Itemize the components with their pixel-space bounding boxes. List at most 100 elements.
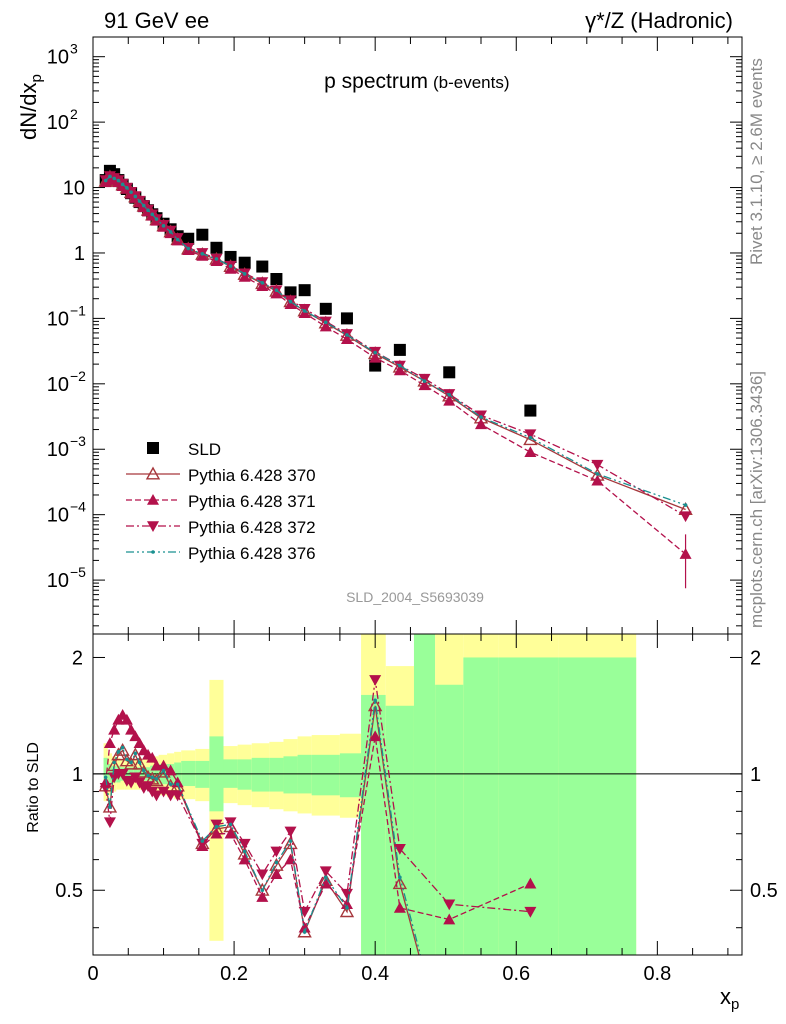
legend-marker (151, 550, 155, 554)
ratio-point-pythia-6-428-371 (125, 723, 138, 735)
main-y-tick-label: 1 (74, 243, 85, 265)
data-point-sld (224, 250, 237, 263)
main-y-tick-label: 10 (47, 47, 69, 69)
ratio-point-pythia-6-428-376 (260, 888, 265, 893)
ratio-point-pythia-6-428-376 (146, 773, 150, 778)
ratio-point-pythia-6-428-370 (132, 756, 147, 770)
site-label: mcplots.cern.ch [arXiv:1306.3436] (747, 371, 766, 628)
ratio-point-pythia-6-428-372 (116, 769, 129, 780)
ratio-y-tick-label-right: 1 (750, 764, 761, 786)
band-green (103, 757, 108, 792)
ratio-point-pythia-6-428-371 (210, 827, 223, 839)
ratio-point-pythia-6-428-372 (340, 888, 353, 900)
data-point-pythia-6-428-376 (186, 246, 191, 251)
ratio-point-pythia-6-428-376 (129, 760, 133, 765)
band-green (558, 657, 637, 955)
ratio-point-pythia-6-428-371 (120, 713, 133, 725)
data-point-pythia-6-428-372 (591, 459, 604, 471)
data-point-pythia-6-428-376 (168, 230, 173, 234)
ratio-point-pythia-6-428-371 (133, 737, 146, 749)
ratio-point-pythia-6-428-372 (142, 781, 155, 793)
ratio-point-pythia-6-428-372 (150, 790, 163, 802)
ratio-x-tick-label: 0.4 (361, 963, 389, 985)
ratio-y-tick-label-right: 0.5 (750, 880, 778, 902)
ratio-point-pythia-6-428-376 (133, 751, 138, 756)
main-ylabel: dN/dx (16, 83, 41, 140)
ratio-point-pythia-6-428-372 (524, 906, 537, 918)
ratio-point-pythia-6-428-370 (156, 764, 171, 778)
ratio-point-pythia-6-428-376 (116, 750, 121, 754)
ratio-point-pythia-6-428-376 (200, 839, 205, 843)
legend-marker (145, 466, 161, 480)
data-point-pythia-6-428-376 (146, 208, 150, 213)
ratio-point-pythia-6-428-370 (339, 904, 355, 918)
data-point-pythia-6-428-376 (323, 320, 328, 325)
data-point-sld (210, 241, 223, 254)
data-point-pythia-6-428-376 (116, 178, 121, 183)
ratio-point-pythia-6-428-371 (146, 751, 159, 763)
ratio-point-pythia-6-428-372 (369, 675, 382, 686)
main-subtitle: (b-events) (433, 73, 510, 92)
ratio-point-pythia-6-428-371 (164, 764, 177, 776)
rivet-label: Rivet 3.1.10, ≥ 2.6M events (747, 58, 766, 265)
ratio-point-pythia-6-428-376 (214, 824, 219, 829)
main-y-tick-exponent: 3 (70, 41, 78, 57)
ratio-point-pythia-6-428-372 (171, 790, 184, 802)
header-energy: 91 GeV ee (104, 8, 209, 33)
data-point-pythia-6-428-376 (150, 212, 155, 217)
data-point-pythia-6-428-376 (133, 194, 138, 199)
series-line-pythia-6-428-372 (105, 175, 686, 517)
ratio-point-pythia-6-428-370 (111, 747, 126, 761)
ratio-point-pythia-6-428-372 (284, 826, 297, 838)
ratio-point-pythia-6-428-371 (270, 868, 283, 880)
ratio-y-tick-label-right: 2 (750, 647, 761, 669)
ratio-x-tick-label: 0.8 (643, 963, 671, 985)
ratio-y-tick-label: 0.5 (55, 880, 83, 902)
data-point-sld (238, 256, 251, 269)
ratio-point-pythia-6-428-371 (256, 891, 269, 902)
data-point-sld (270, 273, 283, 286)
ratio-point-pythia-6-428-371 (171, 776, 184, 788)
ratio-xlabel-main: x (720, 984, 731, 1009)
main-y-tick-exponent: −2 (70, 368, 86, 384)
legend-label: Pythia 6.428 376 (188, 544, 316, 563)
band-green (269, 757, 284, 792)
data-point-pythia-6-428-376 (175, 237, 180, 242)
ratio-point-pythia-6-428-372 (393, 843, 406, 855)
series-line-pythia-6-428-370 (105, 176, 686, 511)
legend-label: Pythia 6.428 371 (188, 492, 316, 511)
ratio-point-pythia-6-428-376 (302, 930, 307, 934)
data-point-pythia-6-428-376 (242, 272, 247, 276)
ratio-y-tick-label: 1 (72, 764, 83, 786)
ratio-point-pythia-6-428-371 (129, 730, 142, 742)
ratio-point-pythia-6-428-371 (393, 901, 406, 913)
legend-entry-sld: SLD (147, 440, 221, 459)
data-point-pythia-6-428-371 (443, 394, 456, 406)
ratio-point-pythia-6-428-372 (270, 846, 283, 858)
ratio-point-pythia-6-428-376 (150, 775, 155, 780)
legend-label: SLD (188, 440, 221, 459)
ratio-x-tick-label: 0.2 (220, 963, 248, 985)
ratio-point-pythia-6-428-376 (398, 875, 402, 880)
ratio-point-pythia-6-428-376 (288, 839, 293, 843)
data-point-pythia-6-428-376 (120, 182, 125, 187)
ratio-series-pythia-6-428-376 (103, 698, 427, 973)
ratio-point-pythia-6-428-376 (242, 849, 247, 854)
data-point-pythia-6-428-372 (524, 429, 537, 441)
legend-label: Pythia 6.428 370 (188, 466, 316, 485)
ratio-point-pythia-6-428-376 (423, 969, 427, 973)
data-point-sld (196, 228, 209, 241)
watermark: SLD_2004_S5693039 (346, 589, 484, 605)
ratio-point-pythia-6-428-376 (120, 745, 125, 750)
data-point-pythia-6-428-376 (228, 264, 233, 268)
data-point-sld (393, 343, 406, 356)
data-point-pythia-6-428-376 (595, 472, 600, 476)
band-green (251, 757, 270, 792)
ratio-point-pythia-6-428-371 (103, 737, 116, 749)
band-green (498, 657, 559, 955)
data-point-pythia-6-428-376 (200, 252, 205, 256)
legend-label: Pythia 6.428 372 (188, 518, 316, 537)
data-point-pythia-6-428-376 (260, 280, 265, 285)
data-point-pythia-6-428-376 (302, 309, 307, 313)
